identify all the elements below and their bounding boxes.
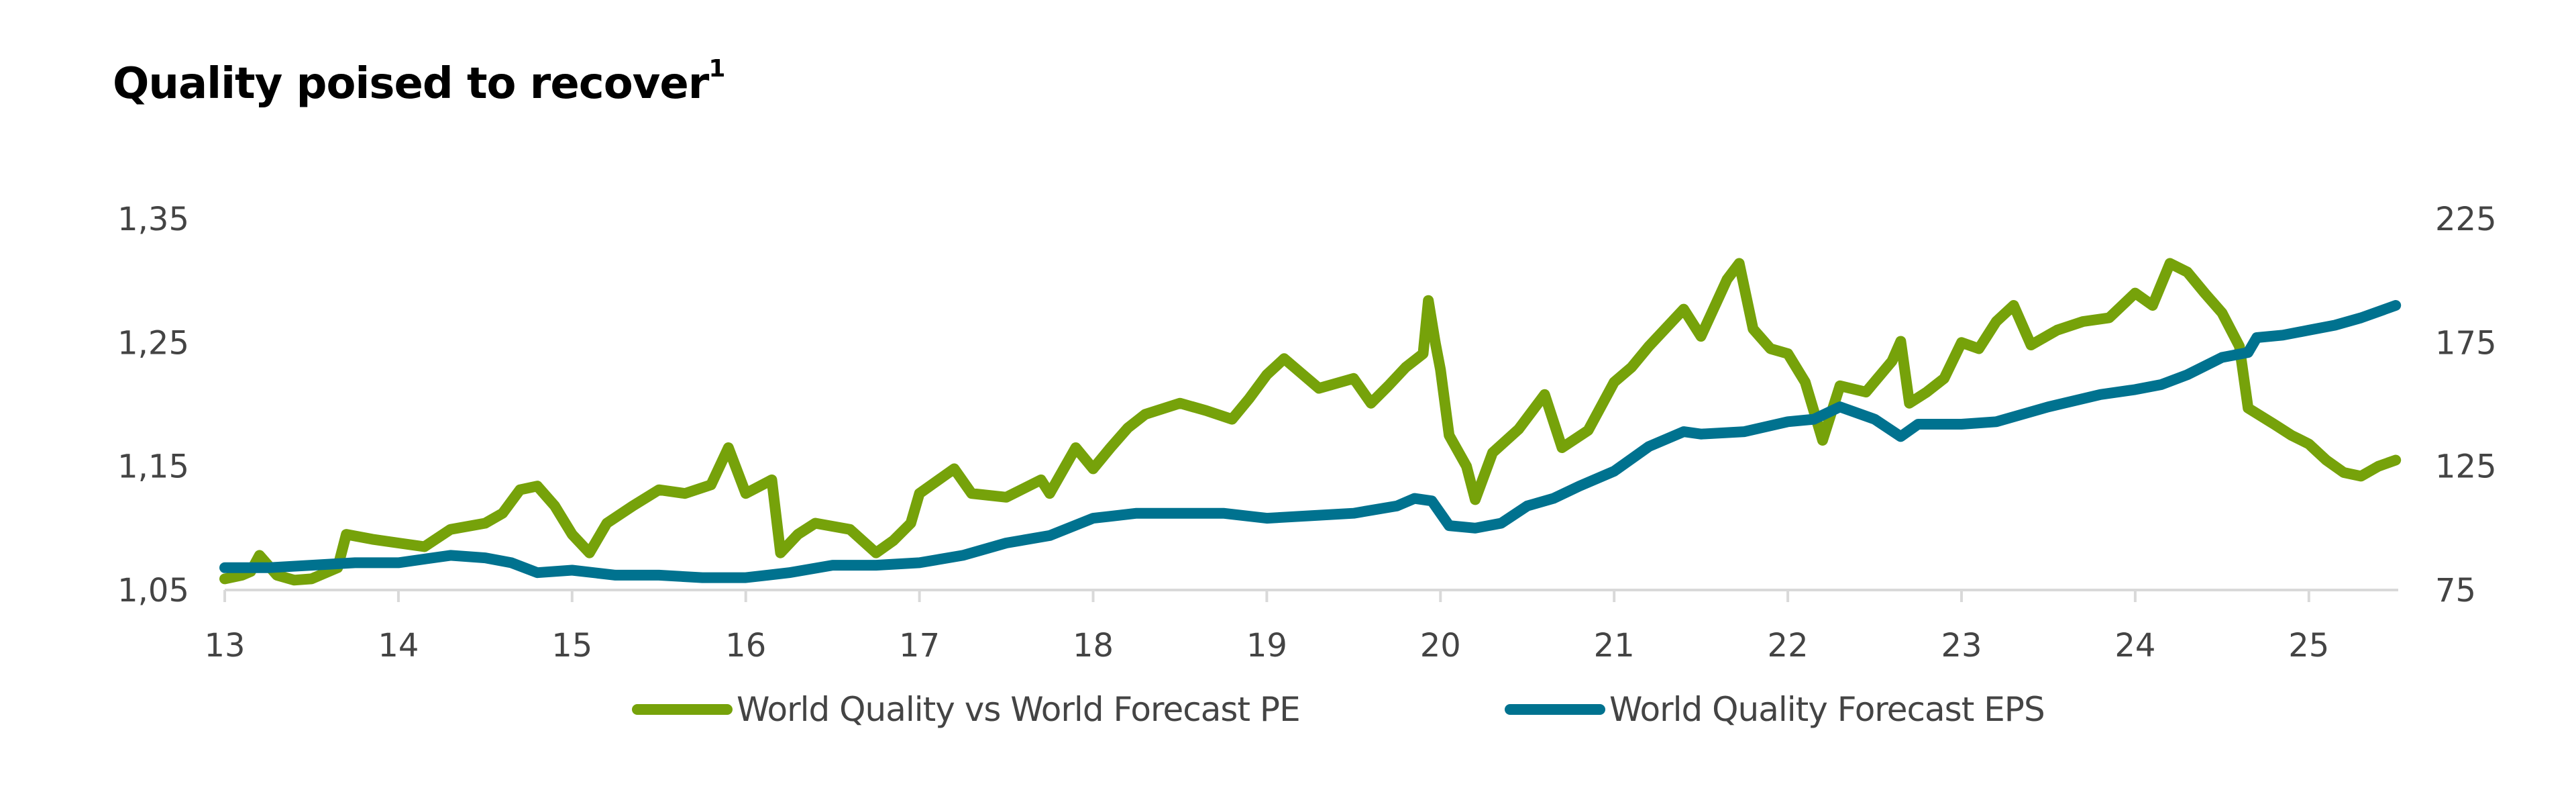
x-tick-label: 13 (204, 627, 245, 664)
chart-title-text: Quality poised to recover (113, 59, 709, 109)
y-right-tick-label: 125 (2435, 448, 2497, 486)
series-group (219, 258, 2402, 586)
legend-item-pe[interactable]: World Quality vs World Forecast PE (632, 686, 1301, 733)
y-right-tick-label: 225 (2435, 201, 2497, 238)
series-line-quality-vs-pe (219, 258, 2402, 586)
x-tick-label: 14 (378, 627, 419, 664)
legend-swatch-pe (632, 704, 733, 715)
legend-label-pe: World Quality vs World Forecast PE (737, 690, 1301, 729)
x-tick-label: 15 (551, 627, 592, 664)
legend-label-eps: World Quality Forecast EPS (1609, 690, 2045, 729)
x-tick-label: 22 (1768, 627, 1809, 664)
x-tick-label: 20 (1420, 627, 1461, 664)
x-tick-label: 25 (2288, 627, 2329, 664)
y-left-tick-label: 1,15 (117, 448, 189, 486)
x-tick-label: 17 (899, 627, 940, 664)
x-tick-label: 18 (1073, 627, 1114, 664)
y-left-tick-label: 1,25 (117, 324, 189, 362)
x-tick-label: 19 (1246, 627, 1287, 664)
x-tick-label: 24 (2114, 627, 2155, 664)
chart-title: Quality poised to recover1 (113, 55, 725, 109)
x-tick-label: 21 (1594, 627, 1635, 664)
y-right-tick-label: 75 (2435, 572, 2476, 609)
y-left-tick-label: 1,35 (117, 201, 189, 238)
legend: World Quality vs World Forecast PE World… (0, 686, 2576, 733)
y-left-tick-label: 1,05 (117, 572, 189, 609)
x-tick-label: 16 (725, 627, 766, 664)
axes: 13 14 15 16 17 18 19 20 21 22 23 24 25 1,05 1,15 1,25 1,… (117, 201, 2497, 664)
series-line-quality-eps (219, 300, 2402, 583)
footnote-marker: 1 (708, 55, 725, 83)
y-right-tick-label: 175 (2435, 324, 2497, 362)
x-tick-label: 23 (1941, 627, 1982, 664)
legend-swatch-eps (1505, 704, 1605, 715)
legend-item-eps[interactable]: World Quality Forecast EPS (1505, 686, 2045, 733)
